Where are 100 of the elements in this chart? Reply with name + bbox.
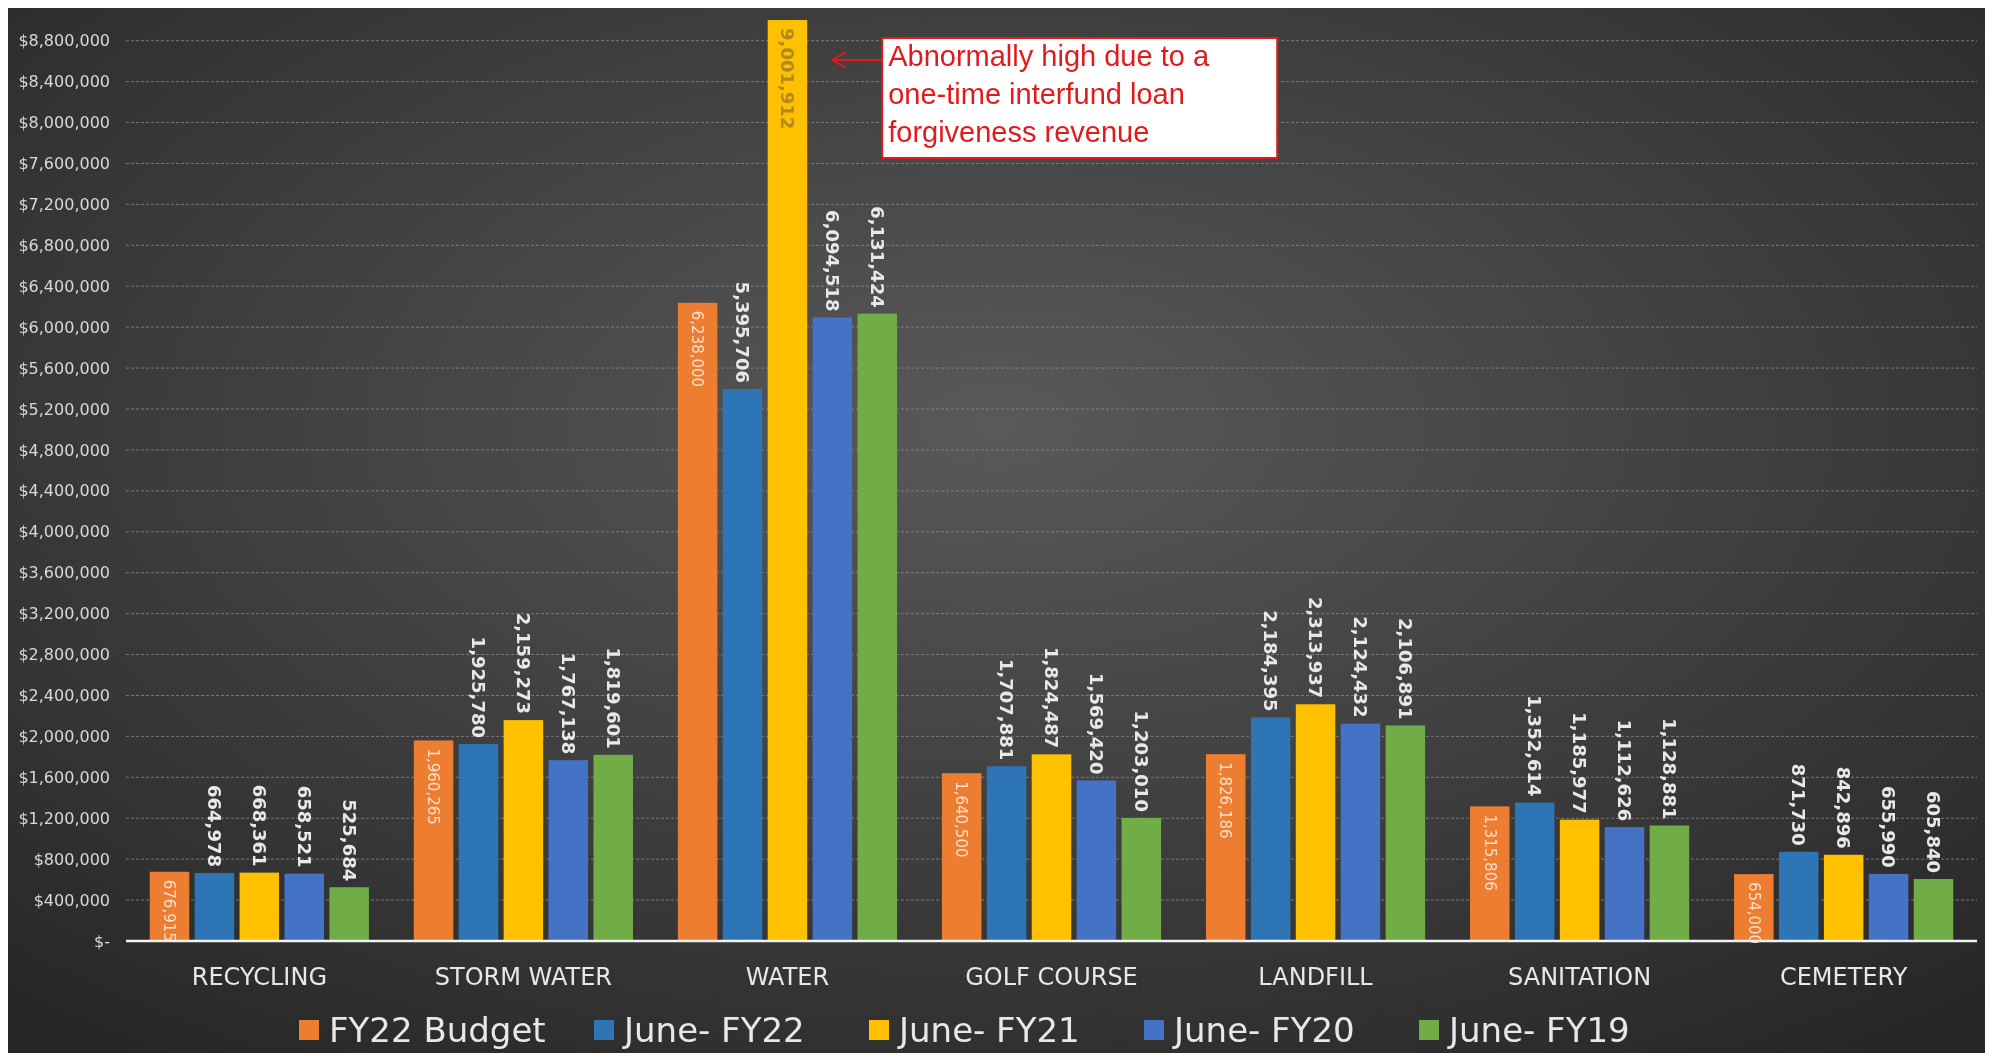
legend-label: FY22 Budget <box>329 1009 546 1050</box>
bar <box>812 317 853 941</box>
bar <box>1031 754 1072 941</box>
legend-label: June- FY19 <box>1447 1009 1630 1050</box>
y-tick-label: $3,200,000 <box>18 604 110 624</box>
data-label: 2,159,273 <box>513 612 535 715</box>
x-tick-label: SANITATION <box>1508 963 1652 991</box>
data-label: 1,640,500 <box>952 781 971 858</box>
y-tick-label: $3,600,000 <box>18 563 110 583</box>
y-tick-label: $1,600,000 <box>18 767 110 787</box>
y-tick-label: $5,600,000 <box>18 358 110 378</box>
bar <box>1250 717 1291 941</box>
data-label: 1,767,138 <box>558 652 580 755</box>
bar <box>458 743 499 941</box>
data-label: 871,730 <box>1788 763 1810 846</box>
data-label: 1,707,881 <box>996 658 1018 761</box>
data-label: 2,124,432 <box>1350 616 1372 718</box>
bar <box>986 766 1027 941</box>
bar <box>593 754 633 941</box>
data-label: 2,184,395 <box>1260 610 1282 712</box>
bar <box>1823 854 1864 941</box>
data-label: 1,819,601 <box>602 647 624 749</box>
data-label: 5,395,706 <box>732 281 754 383</box>
bar <box>1470 806 1510 941</box>
data-label: 654,000 <box>1744 882 1763 945</box>
data-label: 664,978 <box>204 784 226 867</box>
data-label: 655,990 <box>1878 785 1900 868</box>
x-tick-label: LANDFILL <box>1258 963 1374 991</box>
y-tick-label: $8,000,000 <box>18 113 110 133</box>
data-label: 1,185,977 <box>1569 712 1591 814</box>
data-label: 1,826,186 <box>1216 762 1235 839</box>
y-tick-label: $800,000 <box>33 849 110 869</box>
bar <box>503 720 544 941</box>
bar <box>284 873 325 941</box>
bar <box>677 302 718 941</box>
y-tick-label: $2,400,000 <box>18 686 110 706</box>
bar <box>1121 817 1162 941</box>
data-label: 2,106,891 <box>1395 618 1417 720</box>
bar <box>239 872 280 941</box>
bar <box>1868 873 1909 941</box>
data-label: 6,131,424 <box>866 206 888 308</box>
y-tick-label: $- <box>94 931 110 951</box>
x-tick-label: WATER <box>745 963 830 991</box>
legend-label: June- FY20 <box>1172 1009 1355 1050</box>
data-label: 525,684 <box>338 799 360 882</box>
y-tick-label: $4,800,000 <box>18 440 110 460</box>
bar <box>548 760 589 941</box>
y-tick-label: $8,400,000 <box>18 72 110 92</box>
x-tick-label: CEMETERY <box>1779 963 1908 991</box>
data-label: 1,112,626 <box>1614 719 1636 822</box>
bar <box>1913 879 1954 941</box>
data-label: 1,315,806 <box>1480 814 1499 891</box>
data-label: 658,521 <box>293 785 315 868</box>
bar <box>722 388 763 941</box>
y-tick-label: $6,400,000 <box>18 276 110 296</box>
data-label: 1,925,780 <box>468 636 490 738</box>
bar <box>941 773 982 941</box>
data-label: 1,352,614 <box>1524 695 1546 797</box>
bar <box>1295 704 1336 941</box>
bar <box>1778 851 1819 941</box>
y-tick-label: $1,200,000 <box>18 808 110 828</box>
legend-label: June- FY22 <box>622 1009 805 1050</box>
data-label: 1,569,420 <box>1086 673 1108 775</box>
data-label: 842,896 <box>1833 766 1855 849</box>
bar <box>767 20 808 941</box>
y-tick-label: $2,000,000 <box>18 726 110 746</box>
y-tick-label: $400,000 <box>33 890 110 910</box>
data-label: 9,001,912 <box>777 28 799 130</box>
bar <box>1076 780 1117 941</box>
bar <box>329 887 369 941</box>
bar <box>1604 827 1645 941</box>
data-label: 6,094,518 <box>822 210 844 312</box>
data-label: 2,313,937 <box>1305 596 1327 699</box>
y-tick-label: $8,800,000 <box>18 31 110 51</box>
legend-label: June- FY21 <box>897 1009 1080 1050</box>
bar <box>1385 725 1426 941</box>
data-label: 1,824,487 <box>1041 646 1063 749</box>
data-label: 668,361 <box>249 784 271 867</box>
y-tick-label: $4,000,000 <box>18 522 110 542</box>
y-tick-label: $2,800,000 <box>18 645 110 665</box>
bar <box>413 740 454 941</box>
y-tick-label: $6,000,000 <box>18 317 110 337</box>
bar <box>1559 819 1600 941</box>
data-label: 6,238,000 <box>688 310 707 388</box>
bar <box>1340 723 1381 941</box>
data-label: 1,960,265 <box>424 748 443 825</box>
y-tick-label: $6,800,000 <box>18 235 110 255</box>
bar <box>1205 754 1246 941</box>
y-tick-label: $5,200,000 <box>18 399 110 419</box>
bar <box>1649 825 1690 941</box>
data-label: 605,840 <box>1923 791 1945 874</box>
bar <box>857 313 898 941</box>
data-label: 1,128,881 <box>1659 718 1681 820</box>
x-tick-label: RECYCLING <box>191 963 327 991</box>
x-tick-label: STORM WATER <box>434 963 613 991</box>
x-tick-label: GOLF COURSE <box>965 963 1138 991</box>
data-label: 676,915 <box>160 879 179 942</box>
y-tick-label: $7,600,000 <box>18 154 110 174</box>
y-tick-label: $7,200,000 <box>18 194 110 214</box>
bar <box>1514 802 1555 941</box>
